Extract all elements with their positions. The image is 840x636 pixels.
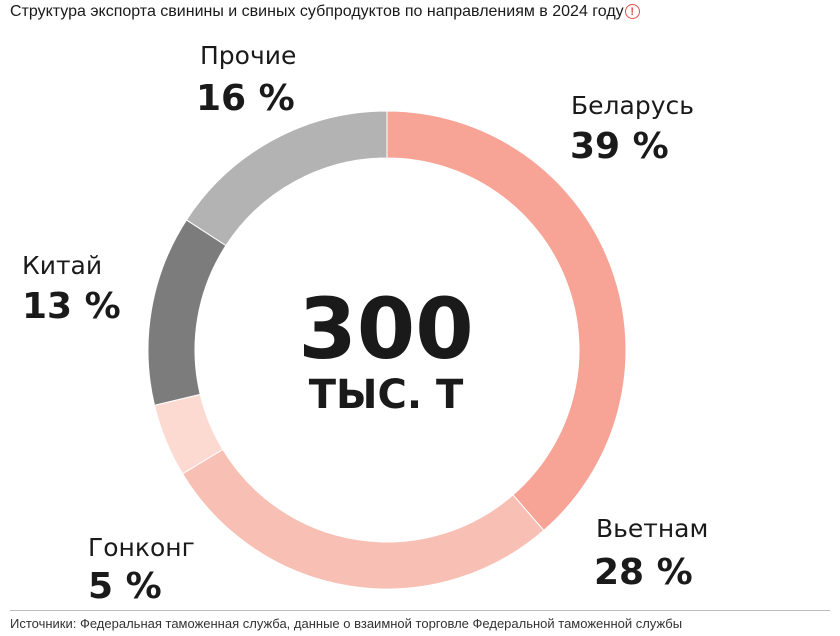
- donut-slices: [147, 110, 627, 590]
- footer-divider: [10, 610, 830, 611]
- slice-label-hongkong: Гонконг: [88, 533, 195, 562]
- slice-label-belarus: Беларусь: [571, 91, 694, 120]
- slice-value-other: 16 %: [196, 78, 295, 119]
- alert-circle-icon[interactable]: !: [624, 4, 640, 19]
- slice-value-vietnam: 28 %: [594, 552, 693, 593]
- center-total-value: 300: [298, 280, 473, 378]
- slice-value-hongkong: 5 %: [88, 566, 162, 607]
- slice-label-other: Прочие: [200, 41, 296, 70]
- chart-title: Структура экспорта свинины и свиных субп…: [10, 3, 640, 21]
- slice-value-china: 13 %: [22, 286, 121, 327]
- source-note: Источники: Федеральная таможенная служба…: [10, 616, 683, 631]
- donut-slice-1: [181, 448, 545, 590]
- donut-slice-0: [386, 110, 627, 532]
- donut-chart: 300 ТЫС. Т Беларусь 39 % Вьетнам 28 % Го…: [22, 41, 708, 607]
- donut-slice-4: [185, 110, 388, 247]
- donut-slice-3: [147, 219, 227, 406]
- slice-value-belarus: 39 %: [570, 126, 669, 167]
- center-total-unit: ТЫС. Т: [309, 372, 464, 418]
- slice-label-vietnam: Вьетнам: [596, 514, 708, 543]
- slice-label-china: Китай: [22, 251, 102, 280]
